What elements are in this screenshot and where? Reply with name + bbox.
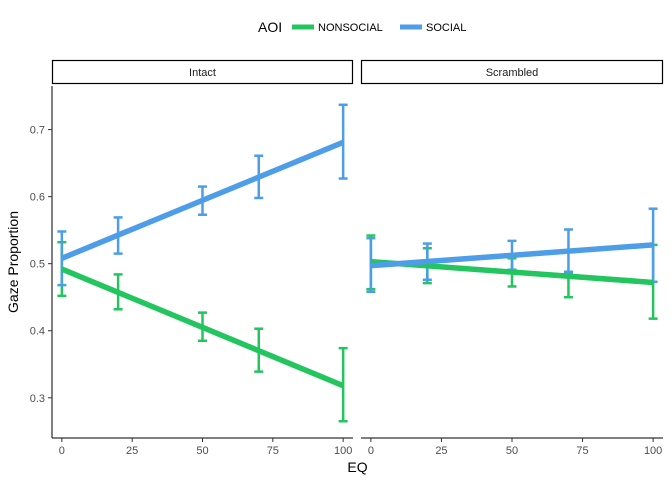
strip-box	[51, 59, 354, 85]
y-axis: 0.3 0.4 0.5 0.6 0.7 Gaze Proportion	[5, 86, 53, 438]
x-tick-label: 25	[126, 445, 138, 457]
x-tick-label: 25	[435, 445, 447, 457]
y-tick-label: 0.4	[30, 326, 45, 338]
x-tick-label: 100	[334, 445, 352, 457]
series-line-social	[370, 242, 654, 269]
x-tick-label: 50	[196, 445, 208, 457]
legend-label-social: SOCIAL	[426, 22, 466, 34]
y-tick-label: 0.7	[30, 125, 45, 137]
strip-label: Intact	[189, 67, 216, 79]
y-tick-label: 0.6	[30, 192, 45, 204]
strip-box	[360, 59, 664, 85]
panel-intact: Intact 0 25 50 75 100	[51, 59, 354, 457]
series-line-nonsocial	[370, 258, 654, 286]
x-tick-label: 0	[59, 445, 65, 457]
series-line-social	[60, 139, 345, 261]
y-tick-label: 0.3	[30, 393, 45, 405]
legend-label-nonsocial: NONSOCIAL	[318, 22, 383, 34]
x-axis-title: EQ	[347, 459, 367, 475]
series-line-nonsocial	[60, 266, 345, 389]
legend: AOI NONSOCIAL SOCIAL	[258, 19, 466, 35]
x-tick-label: 0	[368, 445, 374, 457]
legend-title: AOI	[258, 19, 282, 35]
x-tick-label: 50	[506, 445, 518, 457]
panel-scrambled: Scrambled 0 25 50 75 100	[360, 59, 664, 457]
y-tick-label: 0.5	[30, 259, 45, 271]
x-tick-label: 100	[644, 445, 662, 457]
x-tick-label: 75	[267, 445, 279, 457]
errorbar-social	[338, 103, 348, 180]
y-axis-title: Gaze Proportion	[5, 211, 21, 313]
strip-label: Scrambled	[486, 67, 539, 79]
x-tick-label: 75	[576, 445, 588, 457]
